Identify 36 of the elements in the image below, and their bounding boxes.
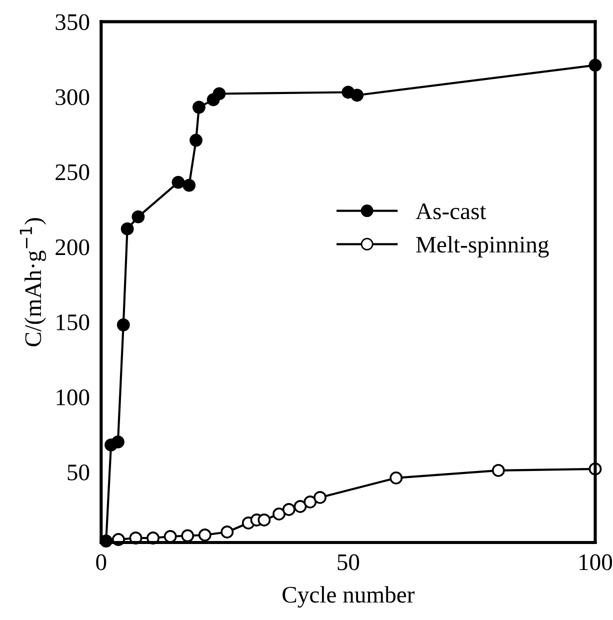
point bbox=[190, 134, 202, 147]
point bbox=[198, 528, 212, 542]
y-tick-label: 150 bbox=[56, 314, 90, 330]
x-tick-label: 0 bbox=[96, 554, 106, 570]
y-tick-label: 100 bbox=[56, 389, 90, 406]
point bbox=[116, 318, 130, 332]
legend-label: Melt-spinning bbox=[416, 236, 549, 258]
point bbox=[182, 178, 196, 192]
y-tick-label: 50 bbox=[68, 464, 90, 480]
point bbox=[350, 88, 364, 102]
point bbox=[120, 222, 134, 236]
legend-label: As-cast bbox=[416, 203, 486, 220]
y-tick-label: 200 bbox=[56, 239, 90, 256]
point bbox=[258, 514, 271, 526]
point bbox=[282, 503, 296, 516]
point bbox=[111, 435, 124, 448]
x-tick-label: 100 bbox=[580, 554, 612, 570]
y-tick-label: 300 bbox=[56, 89, 90, 106]
point bbox=[220, 526, 234, 538]
point bbox=[314, 491, 326, 504]
y-tick-label: 350 bbox=[56, 14, 90, 30]
point bbox=[212, 87, 226, 100]
point bbox=[132, 210, 145, 224]
point bbox=[192, 100, 206, 114]
point bbox=[390, 472, 403, 484]
x-tick-label: 50 bbox=[338, 554, 360, 570]
point bbox=[272, 508, 286, 520]
point bbox=[172, 176, 185, 189]
y-axis-title: C/(mAh·g$^{−1}$) bbox=[20, 218, 46, 346]
y-tick-label: 250 bbox=[56, 164, 90, 180]
x-axis-title: Cycle number bbox=[282, 586, 415, 608]
point bbox=[181, 529, 194, 542]
point bbox=[294, 500, 307, 513]
point bbox=[304, 496, 317, 508]
point bbox=[164, 530, 177, 543]
point bbox=[492, 464, 505, 477]
